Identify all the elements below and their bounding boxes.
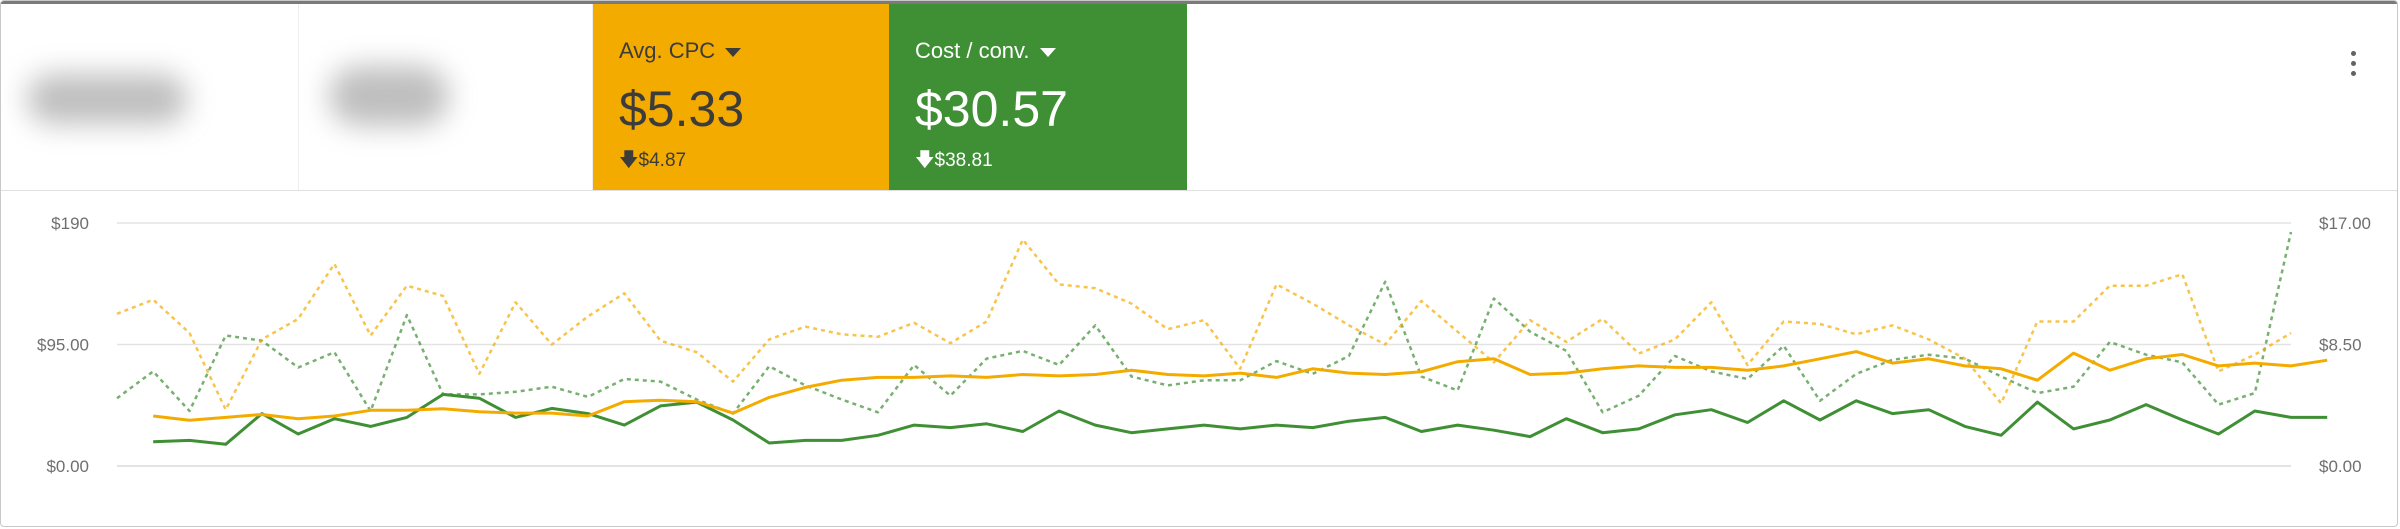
caret-down-icon: [725, 47, 742, 57]
top-border: [1, 1, 2397, 4]
y-left-tick-label: $95.00: [37, 336, 89, 355]
series-line-0: [116, 231, 2293, 415]
metric-card-avg-cpc[interactable]: Avg. CPC $5.33 🡇$4.87: [593, 4, 889, 190]
metric-card-blurred-1[interactable]: [1, 4, 299, 190]
series-line-1: [116, 238, 2292, 411]
metric-value: $5.33: [619, 81, 745, 137]
y-right-tick-label: $0.00: [2319, 457, 2362, 476]
gridlines: [117, 222, 2291, 467]
metric-previous: 🡇$38.81: [915, 150, 993, 171]
arrow-down-icon: 🡇: [915, 150, 935, 171]
metric-card-blurred-2[interactable]: [299, 4, 593, 190]
metric-value: $30.57: [915, 81, 1068, 137]
arrow-down-icon: 🡇: [619, 150, 639, 171]
metric-card-cost-per-conv[interactable]: Cost / conv. $30.57 🡇$38.81: [889, 4, 1187, 190]
line-chart: $190 $17.00 $95.00 $8.50 $0.00 $0.00: [37, 214, 2371, 476]
blurred-value: [27, 74, 187, 124]
metric-label[interactable]: Avg. CPC: [619, 38, 742, 64]
y-left-tick-label: $0.00: [46, 457, 89, 476]
y-right-tick-label: $17.00: [2319, 214, 2371, 233]
y-right-tick-label: $8.50: [2319, 336, 2362, 355]
blurred-value: [329, 66, 449, 126]
series-line-2: [153, 392, 2328, 446]
series-line-3: [153, 350, 2328, 422]
metric-label[interactable]: Cost / conv.: [915, 38, 1056, 64]
metric-previous: 🡇$4.87: [619, 150, 687, 171]
header-divider: [1, 190, 2397, 191]
series-lines: [116, 231, 2328, 446]
y-left-tick-label: $190: [51, 214, 89, 233]
axis-ticks: $190 $17.00 $95.00 $8.50 $0.00 $0.00: [37, 214, 2371, 476]
more-vert-icon[interactable]: [2341, 45, 2365, 85]
caret-down-icon: [1039, 47, 1056, 57]
